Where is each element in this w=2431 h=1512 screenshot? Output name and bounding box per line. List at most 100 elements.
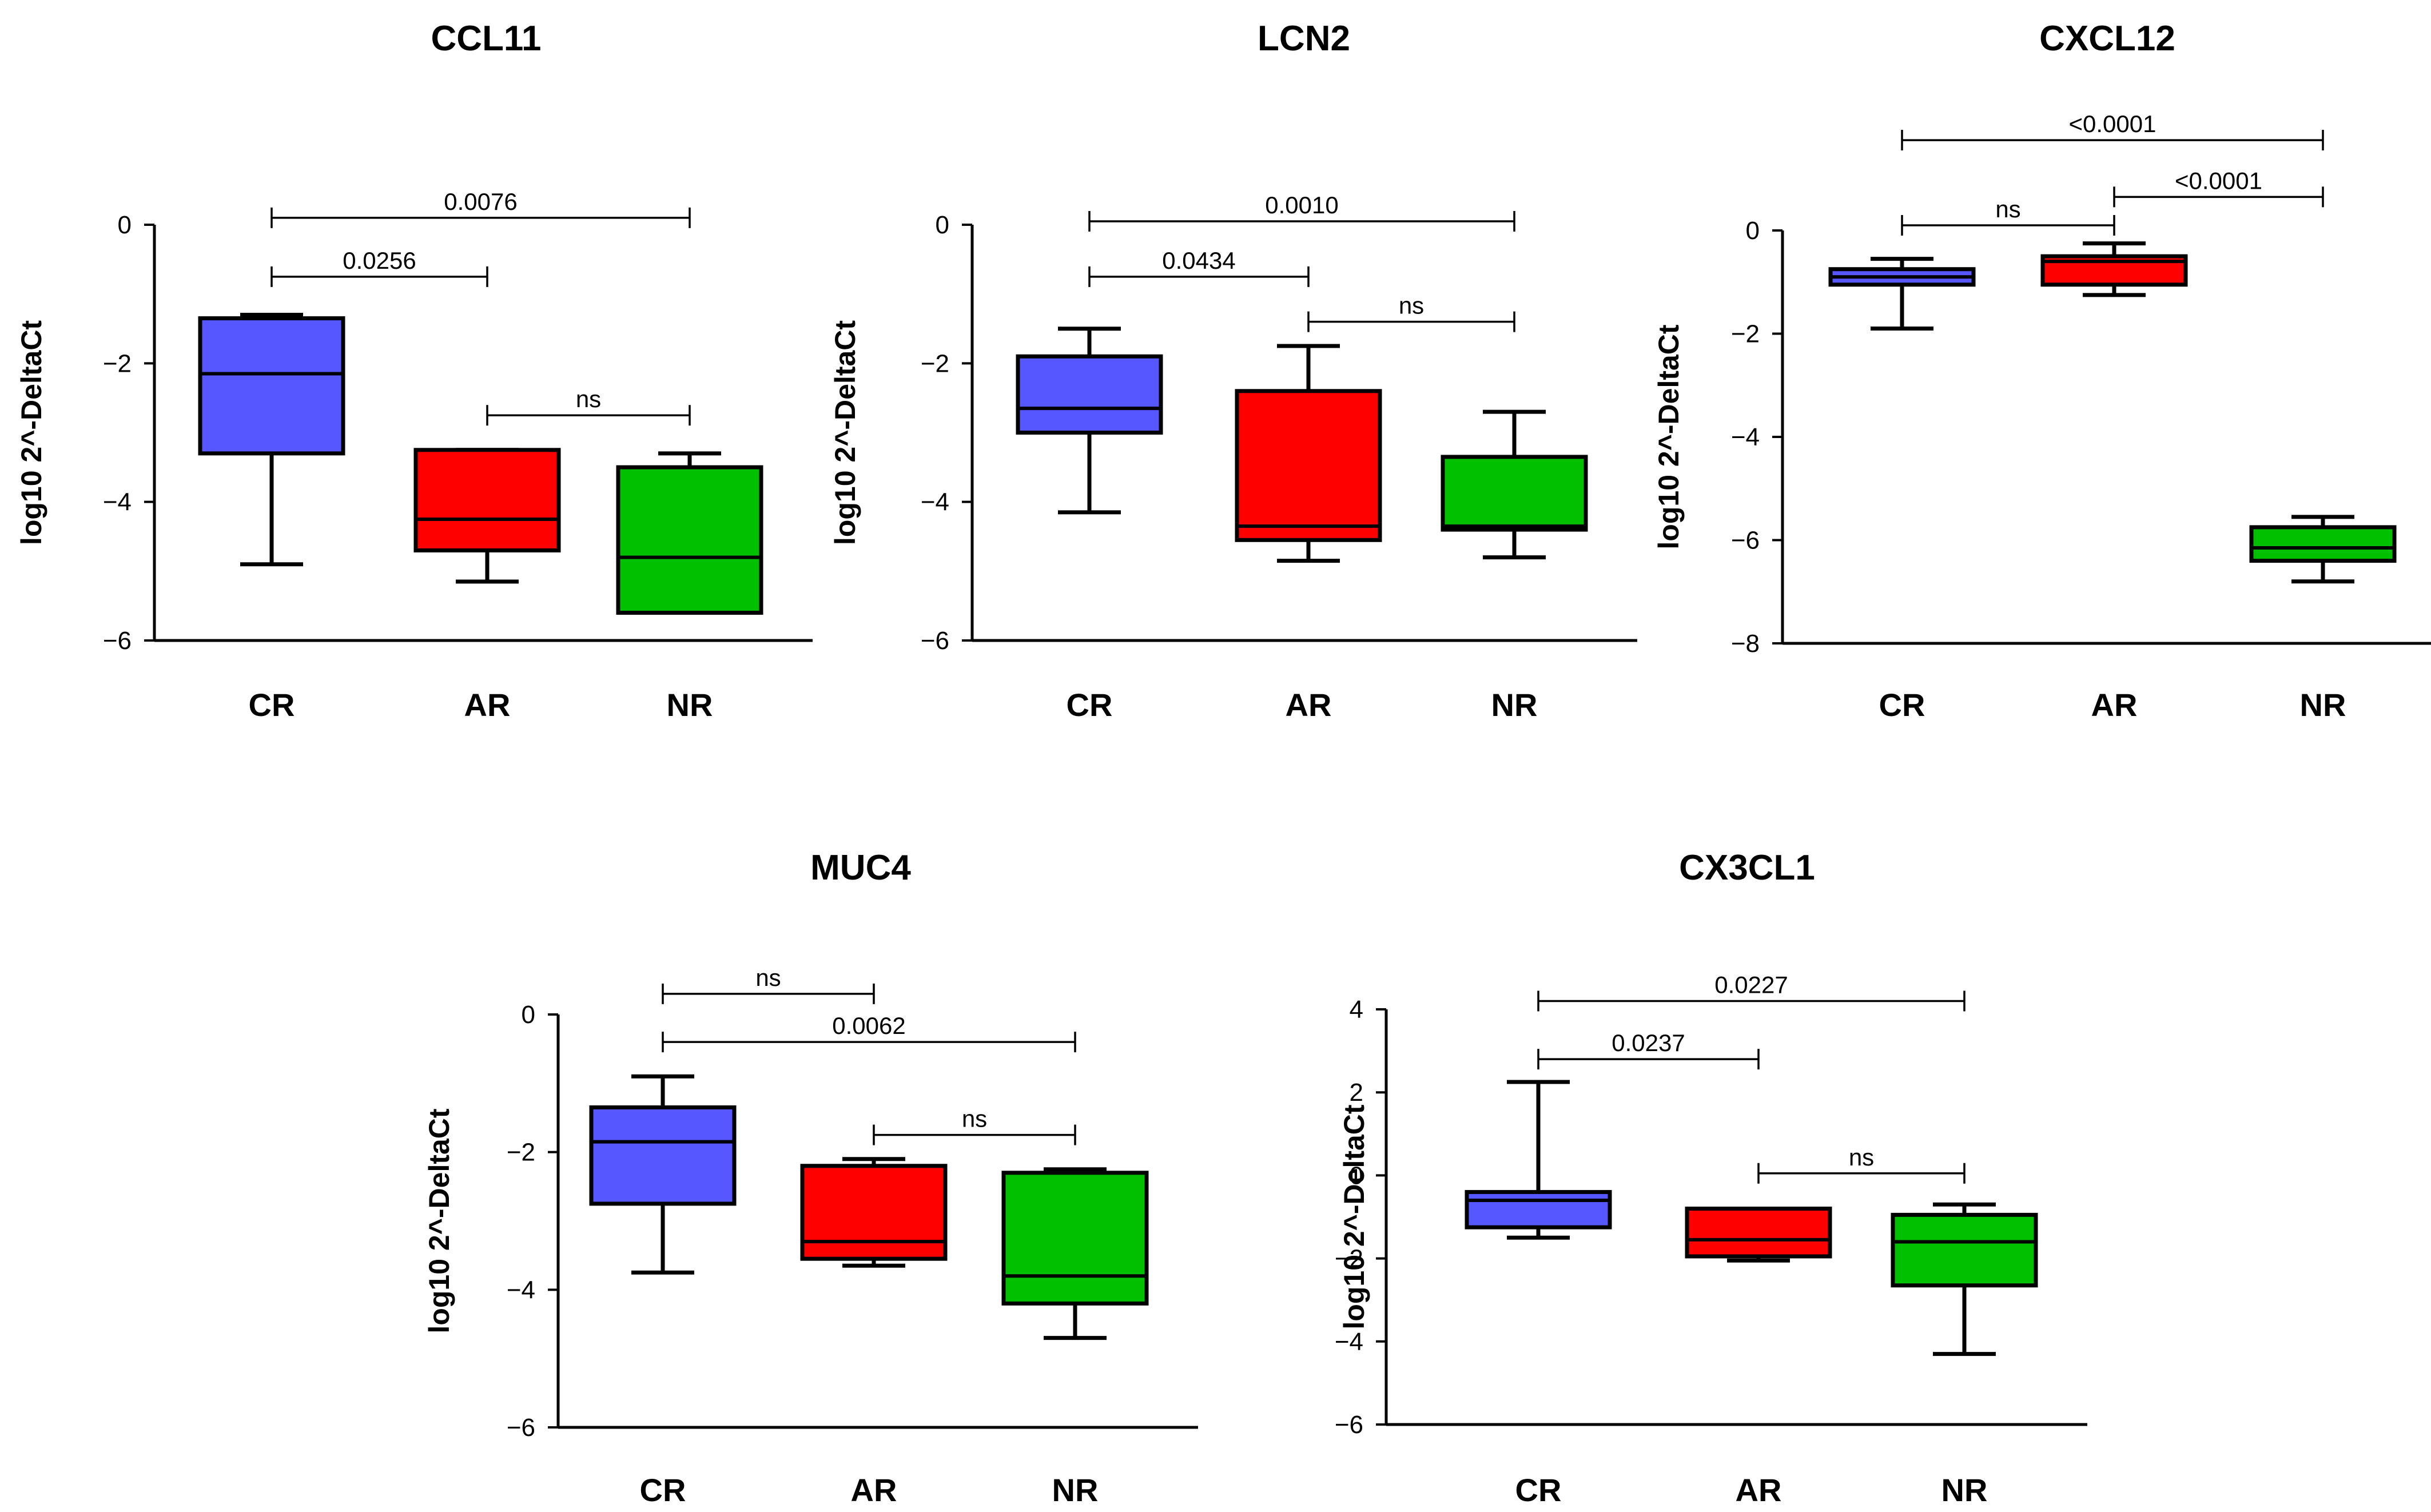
p-value-label: ns xyxy=(1995,196,2020,222)
y-tick-label: −4 xyxy=(507,1276,535,1304)
significance-bracket: 0.0237 xyxy=(1537,1029,1760,1070)
significance-bracket: 0.0227 xyxy=(1537,971,1966,1012)
significance-bracket: 0.0010 xyxy=(1088,192,1515,232)
significance-bracket: 0.0076 xyxy=(270,188,691,228)
y-tick-label: 4 xyxy=(1350,996,1363,1024)
chart-title: MUC4 xyxy=(810,848,911,888)
panel-muc4: MUC4 log10 2^-DeltaCt 0 −2 −4 −6 CR AR NR ns 0.006… xyxy=(423,848,1198,1508)
p-value-label: 0.0256 xyxy=(343,247,416,274)
y-tick-label: −4 xyxy=(1335,1328,1363,1356)
p-value-label: <0.0001 xyxy=(2175,167,2262,194)
y-tick-label: −6 xyxy=(1335,1411,1363,1439)
significance-bracket: <0.0001 xyxy=(2113,167,2324,208)
box-cr xyxy=(1828,257,1976,331)
significance-bracket: 0.0256 xyxy=(270,247,488,287)
y-tick-label: −6 xyxy=(103,627,132,655)
box-cr xyxy=(198,313,345,567)
box-iqr xyxy=(589,1105,737,1206)
panel-cxcl12: CXCL12 log10 2^-DeltaCt 0 −2 −4 −6 −8 CR AR NR <0.… xyxy=(1653,19,2431,723)
box-cr xyxy=(589,1074,737,1275)
y-tick-label: −2 xyxy=(921,349,949,377)
box-iqr xyxy=(616,465,763,615)
box-iqr xyxy=(198,316,345,456)
box-nr xyxy=(2249,515,2397,584)
x-category-label: AR xyxy=(464,687,511,723)
p-value-label: 0.0062 xyxy=(832,1012,905,1039)
x-category-label: AR xyxy=(1736,1472,1782,1508)
x-category-label: CR xyxy=(1067,687,1113,723)
y-tick-label: 0 xyxy=(118,211,132,239)
p-value-label: ns xyxy=(576,385,601,412)
p-value-label: 0.0010 xyxy=(1265,192,1338,218)
significance-bracket: ns xyxy=(1757,1144,1966,1184)
x-category-label: AR xyxy=(851,1472,897,1508)
y-tick-label: −2 xyxy=(103,349,132,377)
x-category-label: AR xyxy=(2091,687,2138,723)
box-nr xyxy=(1891,1202,2038,1356)
significance-bracket: ns xyxy=(486,385,691,426)
box-nr xyxy=(1441,409,1588,560)
box-iqr xyxy=(2249,525,2397,563)
y-tick-label: −4 xyxy=(1731,423,1760,451)
x-category-label: AR xyxy=(1286,687,1332,723)
y-axis-label: log10 2^-DeltaCt xyxy=(423,1108,455,1334)
p-value-label: ns xyxy=(1399,292,1424,319)
panel-cx3cl1: CX3CL1 log10 2^-DeltaCt 4 2 0 −2 −4 −6 CR AR NR 0.0… xyxy=(1335,848,2087,1508)
x-category-label: NR xyxy=(667,687,713,723)
box-cr xyxy=(1465,1080,1612,1240)
box-iqr xyxy=(1235,389,1382,542)
y-tick-label: 0 xyxy=(1350,1161,1363,1189)
box-ar xyxy=(413,448,561,584)
y-tick-label: −6 xyxy=(1731,527,1760,555)
significance-bracket: ns xyxy=(662,964,875,1004)
x-category-label: NR xyxy=(1052,1472,1099,1508)
y-tick-label: 0 xyxy=(1746,217,1760,245)
y-tick-label: −2 xyxy=(1731,320,1760,348)
p-value-label: 0.0237 xyxy=(1612,1029,1685,1056)
significance-bracket: ns xyxy=(873,1105,1076,1145)
box-cr xyxy=(1016,327,1163,515)
y-tick-label: −6 xyxy=(921,627,949,655)
panel-lcn2: LCN2 log10 2^-DeltaCt 0 −2 −4 −6 CR AR NR 0.0010 0… xyxy=(829,19,1637,723)
p-value-label: 0.0076 xyxy=(444,188,517,215)
significance-bracket: 0.0434 xyxy=(1088,247,1310,287)
y-tick-label: −8 xyxy=(1731,630,1760,658)
box-iqr xyxy=(1465,1189,1612,1230)
p-value-label: ns xyxy=(1849,1144,1874,1171)
p-value-label: 0.0434 xyxy=(1162,247,1235,274)
box-iqr xyxy=(1891,1212,2038,1288)
y-tick-label: −2 xyxy=(507,1139,535,1167)
x-category-label: CR xyxy=(249,687,295,723)
y-tick-label: −4 xyxy=(103,488,132,516)
y-axis-label: log10 2^-DeltaCt xyxy=(1338,1104,1370,1330)
y-tick-label: −6 xyxy=(507,1414,535,1442)
y-axis-label: log10 2^-DeltaCt xyxy=(15,320,47,546)
chart-title: CXCL12 xyxy=(2039,19,2175,58)
box-iqr xyxy=(800,1164,948,1261)
p-value-label: <0.0001 xyxy=(2069,110,2157,137)
box-ar xyxy=(1235,344,1382,563)
x-category-label: NR xyxy=(1941,1472,1988,1508)
chart-title: CCL11 xyxy=(431,19,542,58)
box-iqr xyxy=(1441,455,1588,532)
y-axis-label: log10 2^-DeltaCt xyxy=(829,320,861,546)
x-category-label: NR xyxy=(1491,687,1538,723)
significance-bracket: 0.0062 xyxy=(662,1012,1076,1053)
p-value-label: ns xyxy=(962,1105,987,1132)
significance-bracket: ns xyxy=(1307,292,1515,332)
y-axis-label: log10 2^-DeltaCt xyxy=(1653,324,1685,550)
y-tick-label: 0 xyxy=(522,1001,535,1029)
x-category-label: CR xyxy=(1879,687,1925,723)
p-value-label: 0.0227 xyxy=(1714,971,1788,998)
box-nr xyxy=(616,451,763,615)
panel-ccl11: CCL11 log10 2^-DeltaCt 0 −2 −4 −6 CR AR NR 0.0076… xyxy=(15,19,813,723)
box-nr xyxy=(1001,1167,1149,1340)
x-category-label: CR xyxy=(1515,1472,1562,1508)
box-ar xyxy=(2040,241,2188,297)
p-value-label: ns xyxy=(755,964,781,991)
chart-title: LCN2 xyxy=(1258,19,1350,58)
box-iqr xyxy=(1016,354,1163,435)
x-category-label: NR xyxy=(2300,687,2346,723)
y-tick-label: −2 xyxy=(1335,1245,1363,1273)
